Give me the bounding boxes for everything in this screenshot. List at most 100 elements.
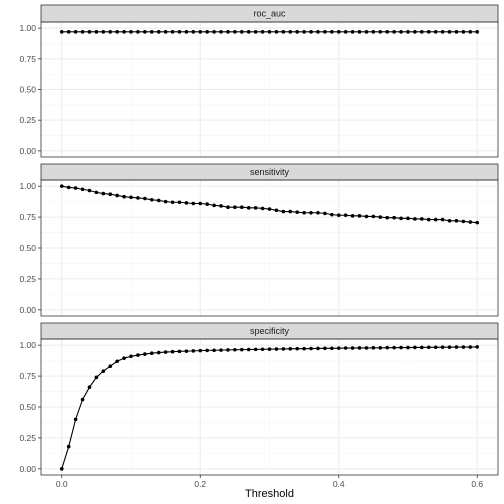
data-point — [420, 217, 424, 221]
data-point — [184, 349, 189, 353]
data-point — [433, 217, 438, 222]
data-point — [108, 192, 113, 197]
facet-strip-label: roc_auc — [253, 9, 286, 19]
data-point — [461, 219, 466, 224]
data-point — [198, 348, 203, 353]
y-tick-label: 1.00 — [19, 23, 36, 33]
data-point — [350, 30, 355, 34]
data-point — [343, 30, 348, 34]
data-point — [136, 196, 140, 200]
data-point — [253, 347, 258, 352]
data-point — [129, 354, 133, 359]
data-point — [267, 347, 272, 351]
data-point — [385, 215, 390, 220]
data-point — [433, 345, 438, 350]
data-point — [288, 346, 293, 351]
data-point — [350, 346, 355, 350]
data-point — [143, 196, 147, 201]
data-point — [413, 30, 417, 34]
data-point — [87, 30, 92, 34]
data-point — [371, 214, 376, 219]
data-point — [212, 203, 216, 208]
data-point — [246, 206, 251, 210]
data-point — [108, 364, 113, 369]
data-point — [288, 30, 293, 34]
data-point — [149, 197, 154, 202]
data-point — [323, 30, 327, 34]
data-point — [357, 30, 362, 34]
data-point — [59, 467, 64, 471]
data-point — [149, 351, 154, 356]
data-point — [66, 185, 71, 190]
data-point — [177, 349, 182, 354]
data-point — [73, 186, 78, 190]
data-point — [66, 444, 71, 449]
data-point — [240, 30, 244, 34]
data-point — [406, 30, 410, 34]
data-point — [212, 348, 216, 353]
data-point — [226, 30, 230, 34]
y-tick-label: 1.00 — [19, 340, 36, 350]
data-point — [122, 30, 126, 34]
data-point — [378, 30, 383, 34]
data-point — [316, 210, 320, 215]
data-point — [336, 346, 341, 350]
data-point — [433, 30, 438, 34]
data-point — [101, 30, 106, 34]
data-point — [274, 30, 279, 34]
data-point — [420, 30, 424, 34]
data-point — [115, 359, 119, 364]
data-point — [122, 356, 126, 360]
data-point — [288, 209, 293, 214]
data-point — [447, 30, 452, 34]
data-point — [246, 30, 251, 34]
data-point — [364, 30, 369, 34]
data-point — [73, 30, 78, 34]
data-point — [101, 369, 106, 373]
data-point — [66, 30, 71, 34]
y-tick-label: 1.00 — [19, 181, 36, 191]
data-point — [330, 346, 334, 351]
data-point — [295, 30, 299, 34]
data-point — [226, 205, 230, 209]
data-point — [149, 30, 154, 34]
data-point — [475, 30, 480, 34]
data-point — [364, 214, 369, 219]
data-point — [461, 345, 466, 349]
data-point — [309, 346, 313, 351]
data-point — [101, 191, 106, 196]
y-tick-label: 0.75 — [19, 54, 36, 64]
x-axis-title: Threshold — [245, 488, 294, 500]
data-point — [170, 349, 175, 354]
y-tick-label: 0.50 — [19, 243, 36, 253]
data-point — [399, 30, 403, 34]
data-point — [385, 30, 390, 34]
data-point — [302, 30, 306, 34]
data-point — [281, 209, 286, 214]
data-point — [129, 30, 133, 34]
data-point — [447, 345, 452, 349]
data-point — [378, 345, 383, 350]
facet-strip-label: sensitivity — [250, 167, 290, 177]
data-point — [330, 30, 334, 34]
data-point — [177, 30, 182, 34]
data-point — [73, 417, 78, 422]
data-point — [108, 30, 113, 34]
data-point — [399, 345, 403, 350]
data-point — [177, 200, 182, 205]
data-point — [226, 348, 230, 352]
data-point — [392, 345, 396, 350]
data-point — [184, 201, 189, 205]
data-point — [309, 210, 313, 215]
data-point — [253, 30, 258, 34]
y-tick-label: 0.00 — [19, 464, 36, 474]
data-point — [80, 187, 85, 192]
x-tick-label: 0.6 — [471, 479, 483, 489]
data-point — [371, 30, 376, 34]
data-point — [219, 30, 223, 34]
data-point — [260, 347, 265, 352]
data-point — [281, 347, 286, 351]
data-point — [454, 219, 459, 223]
data-point — [170, 200, 175, 205]
data-point — [323, 211, 327, 216]
